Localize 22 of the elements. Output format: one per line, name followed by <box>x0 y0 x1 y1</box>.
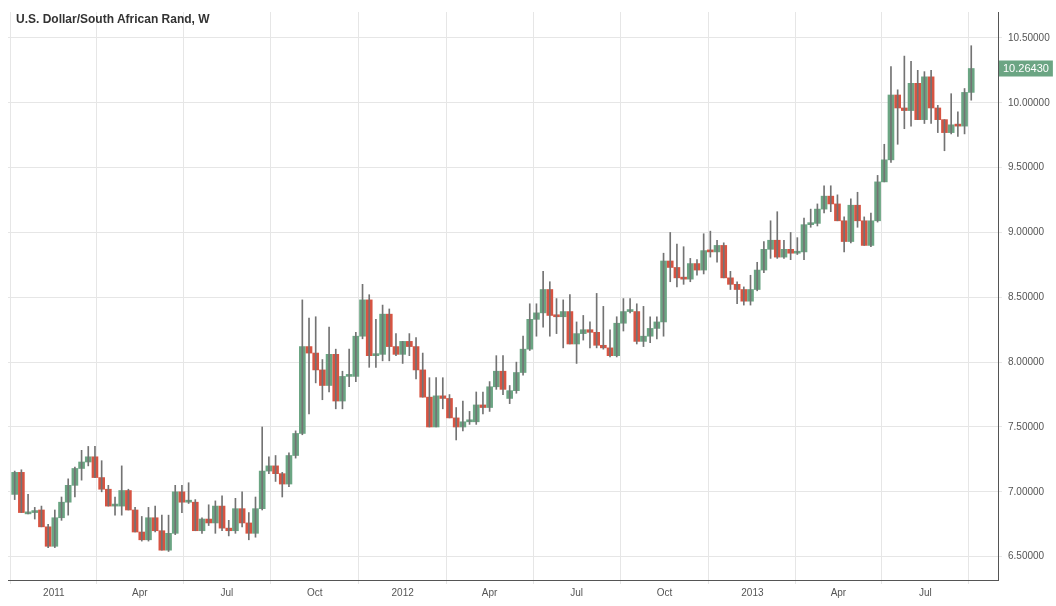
chart-title: U.S. Dollar/South African Rand, W <box>16 12 211 27</box>
x-tick-label: 2012 <box>391 586 415 598</box>
text: 10.26430 <box>1003 61 1049 74</box>
y-tick-label: 9.00000 <box>1008 226 1045 238</box>
x-tick-label: Apr <box>132 586 149 598</box>
y-tick-label: 8.00000 <box>1008 355 1045 367</box>
x-tick-label: Oct <box>306 586 323 598</box>
y-tick-label: 8.50000 <box>1008 291 1045 303</box>
x-tick-label: Jul <box>918 586 932 598</box>
y-tick-label: 10.00000 <box>1008 96 1051 108</box>
y-tick-label: 10.50000 <box>1008 31 1051 43</box>
x-tick-label: Apr <box>481 586 499 598</box>
y-tick-label: 9.50000 <box>1008 161 1045 173</box>
y-tick-label: 6.50000 <box>1008 550 1045 562</box>
x-tick-label: Apr <box>830 586 847 598</box>
y-tick-label: 7.00000 <box>1008 485 1045 497</box>
x-tick-label: Jul <box>570 586 583 598</box>
y-tick-label: 7.50000 <box>1008 420 1045 432</box>
x-tick-label: 2013 <box>741 586 764 598</box>
x-tick-label: Jul <box>220 586 234 598</box>
x-tick-label: 2011 <box>43 586 66 598</box>
x-tick-label: Oct <box>656 586 673 598</box>
